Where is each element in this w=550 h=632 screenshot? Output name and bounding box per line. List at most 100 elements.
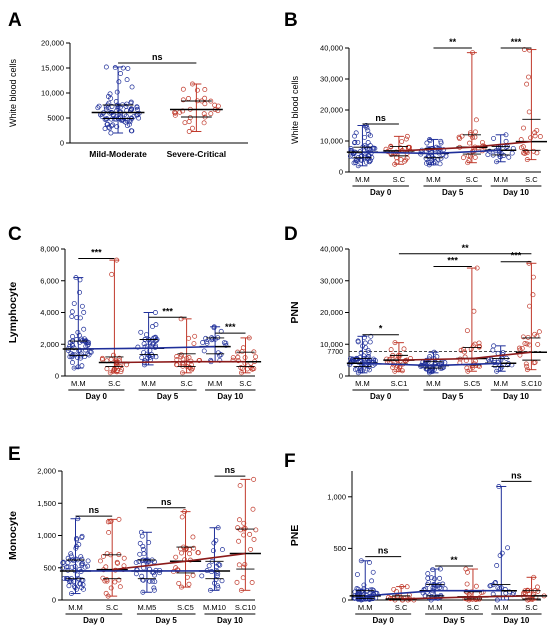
day-label: Day 5 <box>157 392 179 401</box>
data-point <box>429 575 434 581</box>
x-category-label: M.M <box>426 379 441 388</box>
data-point <box>79 303 85 309</box>
data-point <box>152 310 158 315</box>
y-tick-label: 40,000 <box>320 44 343 53</box>
data-point <box>477 595 483 601</box>
data-point <box>153 338 159 343</box>
data-point <box>178 352 184 358</box>
data-point <box>129 128 135 134</box>
data-group <box>171 316 203 376</box>
data-point <box>114 124 120 130</box>
data-point <box>108 130 114 136</box>
panel-letter: F <box>284 451 296 472</box>
data-point <box>364 366 370 372</box>
data-point <box>146 540 152 545</box>
x-category-label: S.C <box>467 603 480 612</box>
x-category-label: M.M <box>358 603 373 612</box>
data-point <box>108 95 114 101</box>
data-point <box>187 551 192 557</box>
x-category-label: S.C <box>106 603 119 612</box>
data-point <box>392 340 398 346</box>
data-point <box>361 582 367 588</box>
data-point <box>103 590 109 596</box>
data-point <box>473 117 479 123</box>
data-point <box>144 332 149 338</box>
data-point <box>116 577 122 583</box>
day-label: Day 0 <box>86 392 108 401</box>
data-point <box>492 580 498 586</box>
data-point <box>201 348 207 354</box>
data-point <box>78 554 84 560</box>
data-point <box>191 341 197 346</box>
data-point <box>118 71 123 76</box>
data-point <box>253 354 259 360</box>
data-point <box>406 592 412 598</box>
data-point <box>355 139 361 145</box>
data-point <box>182 509 188 515</box>
data-point <box>434 594 439 600</box>
data-point <box>210 548 216 554</box>
data-point <box>133 560 139 566</box>
y-tick-label: 4,000 <box>40 308 59 317</box>
data-point <box>201 120 207 126</box>
y-tick-label: 500 <box>333 544 346 553</box>
data-point <box>215 525 221 531</box>
data-point <box>502 587 508 592</box>
data-point <box>351 160 357 166</box>
data-point <box>348 146 354 152</box>
data-point <box>87 349 93 355</box>
significance-label: *** <box>511 37 522 47</box>
data-point <box>498 585 504 591</box>
data-point <box>187 364 193 370</box>
data-point <box>497 148 503 154</box>
data-point <box>106 529 112 535</box>
data-point <box>190 534 196 540</box>
data-point <box>108 518 114 524</box>
data-point <box>116 355 122 361</box>
data-point <box>97 558 103 564</box>
data-point <box>423 366 429 372</box>
data-point <box>67 340 73 345</box>
data-group <box>91 64 145 136</box>
data-point <box>215 585 221 591</box>
x-category-label: S.C <box>239 379 252 388</box>
y-tick-label: 1,500 <box>37 499 56 508</box>
day-label: Day 10 <box>504 616 530 625</box>
data-point <box>214 564 220 570</box>
data-point <box>79 363 85 369</box>
data-point <box>217 562 223 568</box>
data-point <box>399 139 405 145</box>
data-point <box>73 544 79 549</box>
data-point <box>172 110 178 115</box>
y-tick-label: 30,000 <box>320 276 343 285</box>
data-point <box>494 159 499 165</box>
data-point <box>479 140 485 145</box>
x-category-label: M.M10 <box>203 603 226 612</box>
y-tick-label: 30,000 <box>320 75 343 84</box>
reference-line-label: 7700 <box>327 349 343 356</box>
significance-label: ** <box>451 555 459 565</box>
x-category-label: M.M <box>68 603 83 612</box>
y-axis-label: PNE <box>289 525 301 547</box>
data-point <box>247 531 253 537</box>
data-point <box>104 551 110 557</box>
y-tick-label: 2,000 <box>40 340 59 349</box>
data-point <box>82 354 88 360</box>
data-point <box>116 516 122 522</box>
significance-label: *** <box>447 255 458 265</box>
data-point <box>535 588 541 594</box>
data-point <box>398 156 404 162</box>
y-axis-label: White blood cells <box>8 58 18 127</box>
data-point <box>176 580 182 586</box>
x-category-label: S.C5 <box>464 379 481 388</box>
data-point <box>532 130 538 136</box>
data-point <box>113 116 119 122</box>
data-group <box>133 310 165 368</box>
data-point <box>524 157 530 163</box>
data-point <box>111 116 117 122</box>
data-point <box>367 587 373 593</box>
data-point <box>425 571 431 577</box>
data-point <box>219 578 225 584</box>
data-group <box>169 509 202 590</box>
data-point <box>142 344 148 350</box>
